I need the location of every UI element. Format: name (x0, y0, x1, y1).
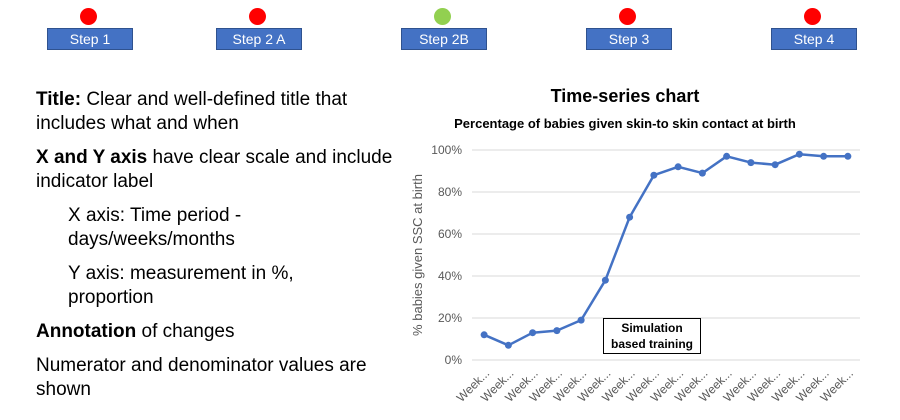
step-1[interactable]: Step 1 (47, 8, 133, 50)
axis-guidance-text: have clear scale and include indicator l… (36, 147, 393, 192)
y-tick-label: 60% (438, 227, 462, 241)
step-2a[interactable]: Step 2 A (216, 8, 302, 50)
numerator-guidance: Numerator and denominator values are sho… (36, 355, 367, 400)
data-point (771, 161, 779, 169)
step-label: Step 2B (401, 28, 487, 50)
data-point (504, 341, 512, 349)
axis-guidance: X and Y axis have clear scale and includ… (36, 146, 406, 194)
axis-guidance-label: X and Y axis (36, 147, 148, 168)
data-point (626, 213, 634, 221)
title-guidance-text: Clear and well-defined title that includ… (36, 89, 348, 134)
data-point (698, 169, 706, 177)
title-guidance: Title: Clear and well-defined title that… (36, 88, 406, 136)
data-point (795, 150, 803, 158)
step-status-dot (619, 8, 636, 25)
data-point (820, 152, 828, 160)
data-point (601, 276, 609, 284)
annotation-guidance-text: of changes (136, 321, 235, 342)
y-tick-label: 20% (438, 311, 462, 325)
y-tick-label: 40% (438, 269, 462, 283)
step-status-dot (434, 8, 451, 25)
y-axis-guidance: Y axis: measurement in %, proportion (68, 263, 294, 308)
chart-annotation: Simulation based training (603, 318, 701, 354)
step-3[interactable]: Step 3 (586, 8, 672, 50)
y-axis-label: % babies given SSC at birth (410, 174, 425, 336)
step-label: Step 1 (47, 28, 133, 50)
step-label: Step 3 (586, 28, 672, 50)
data-point (577, 316, 585, 324)
step-label: Step 2 A (216, 28, 302, 50)
data-point (723, 152, 731, 160)
y-tick-label: 100% (431, 143, 462, 157)
data-point (529, 329, 537, 337)
series-line (483, 152, 848, 347)
title-guidance-label: Title: (36, 89, 82, 110)
data-point (844, 152, 852, 160)
step-2b[interactable]: Step 2B (401, 8, 487, 50)
y-tick-label: 0% (445, 353, 463, 367)
step-status-dot (804, 8, 821, 25)
x-axis-guidance: X axis: Time period - days/weeks/months (68, 205, 242, 250)
y-tick-label: 80% (438, 185, 462, 199)
step-status-dot (249, 8, 266, 25)
data-point (747, 159, 755, 167)
step-4[interactable]: Step 4 (771, 8, 857, 50)
line-chart: 0% 20% 40% 60% 80% 100% % babies given SSC at … (410, 143, 860, 405)
chart-guidance: Title: Clear and well-defined title that… (36, 88, 406, 412)
step-label: Step 4 (771, 28, 857, 50)
step-status-dot (80, 8, 97, 25)
chart-heading: Time-series chart (550, 86, 700, 106)
annotation-guidance: Annotation of changes (36, 320, 406, 344)
chart-title: Percentage of babies given skin-to skin … (454, 116, 796, 131)
data-point (553, 327, 561, 335)
data-point (480, 331, 488, 339)
annotation-guidance-label: Annotation (36, 321, 137, 342)
data-point (650, 171, 658, 179)
data-point (674, 163, 682, 171)
